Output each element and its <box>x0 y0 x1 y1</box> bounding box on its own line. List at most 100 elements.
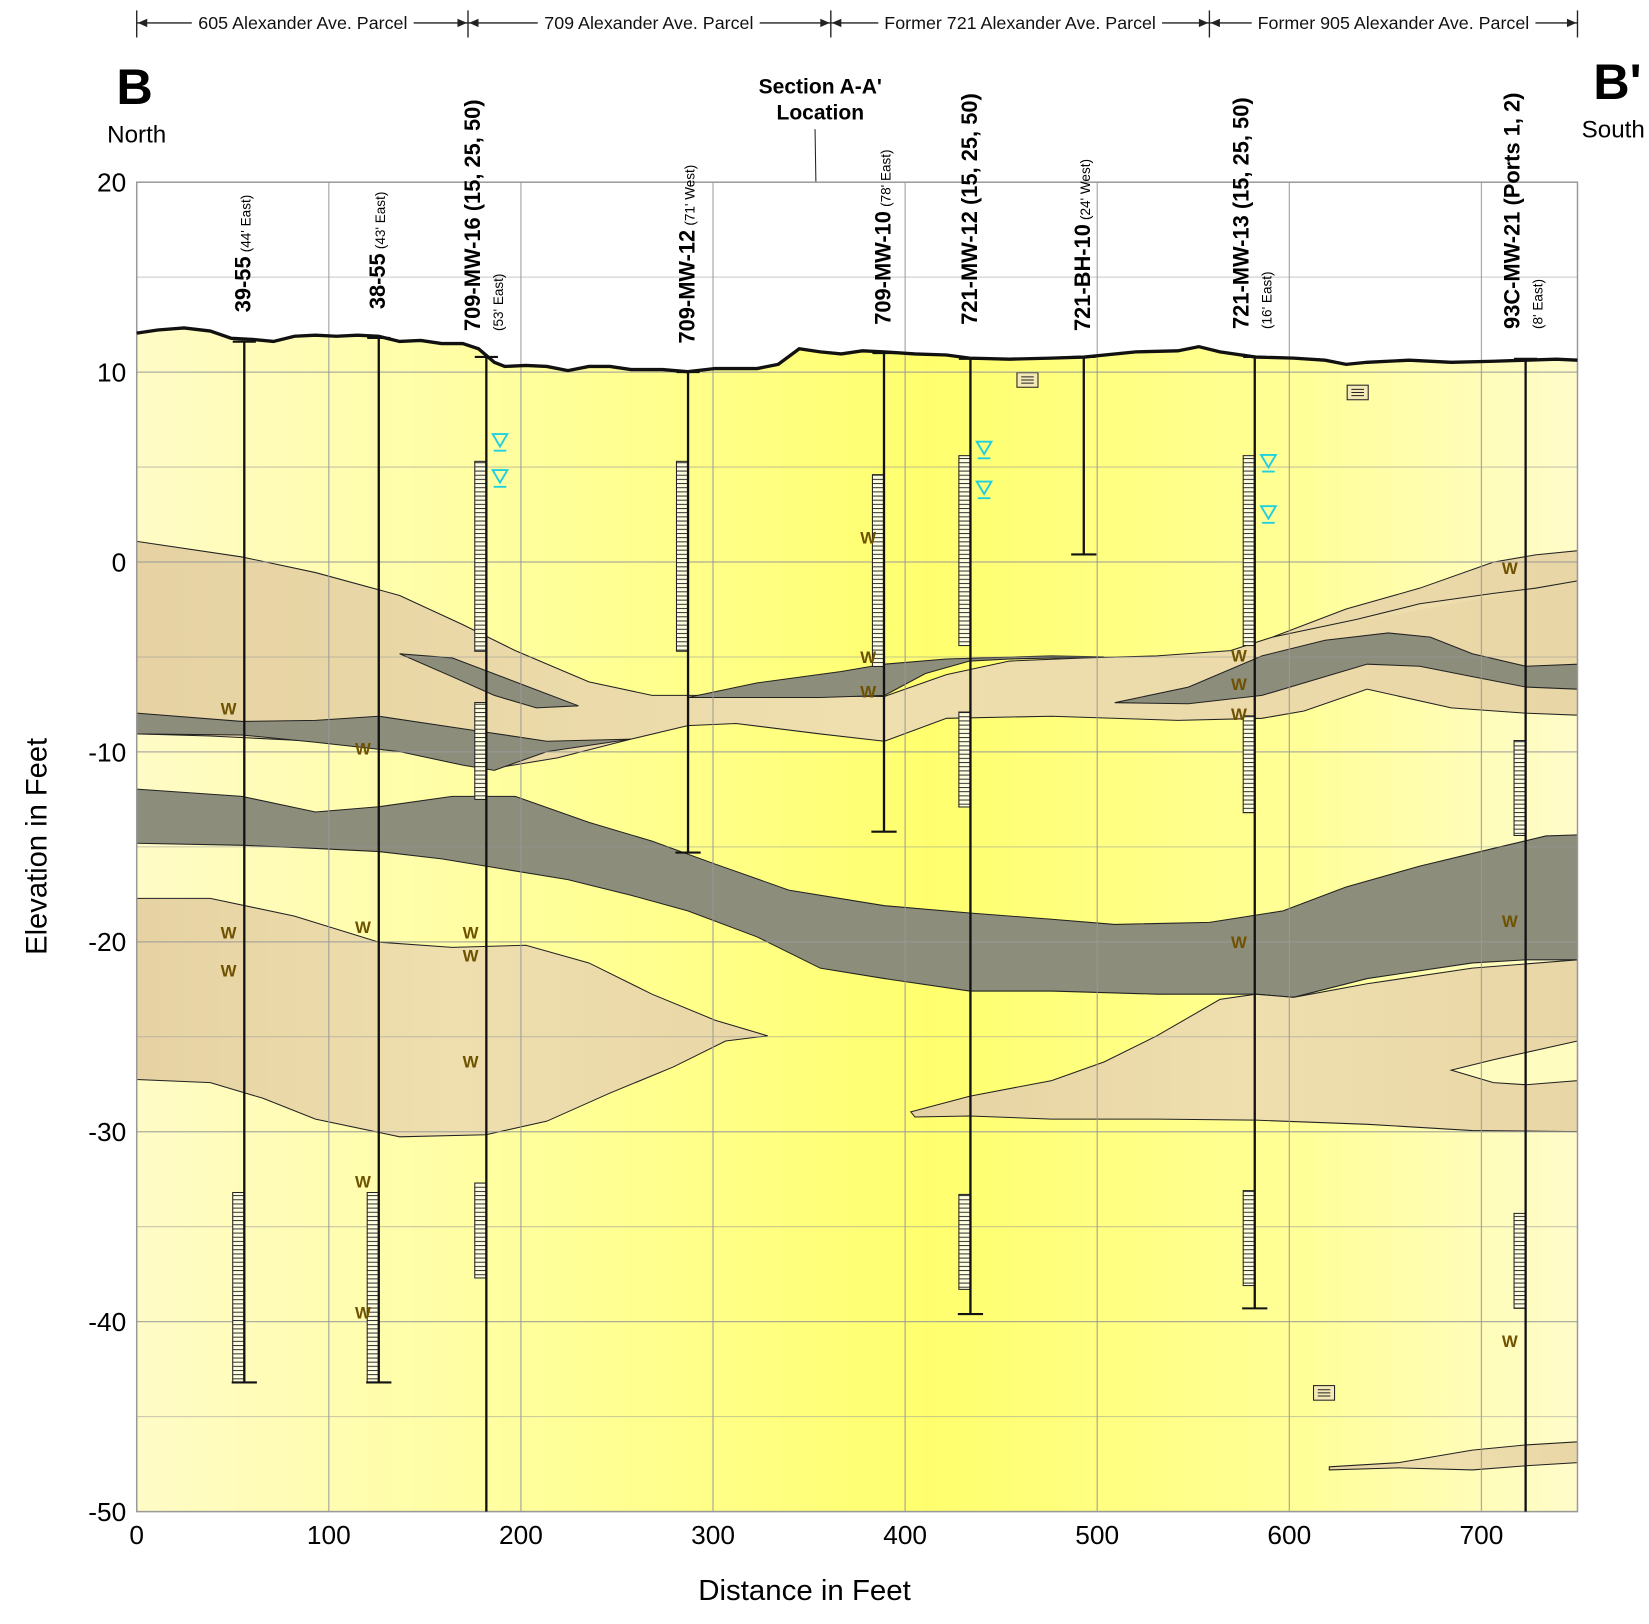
well-screen <box>958 711 971 808</box>
sample-marker: W <box>1502 559 1518 578</box>
well-name: 38-55 <box>365 253 390 309</box>
well-name: 709-MW-16 (15, 25, 50) <box>460 99 485 331</box>
sample-marker: W <box>463 924 479 943</box>
well-offset: (71' West) <box>682 165 697 226</box>
y-tick-label: -30 <box>88 1117 126 1147</box>
stratigraphy <box>136 540 1579 1471</box>
y-tick-label: -40 <box>88 1307 126 1337</box>
well-offset: (8' East) <box>1530 279 1545 329</box>
section-start: B <box>116 59 152 115</box>
well-label: 93C-MW-21 (Ports 1, 2) <box>1499 93 1524 329</box>
sample-marker: W <box>1502 1332 1518 1351</box>
well-name: 93C-MW-21 (Ports 1, 2) <box>1499 93 1524 329</box>
well-name: 39-55 <box>231 256 256 312</box>
sample-marker: W <box>355 1303 371 1322</box>
sample-marker: W <box>1231 646 1247 665</box>
well-name: 721-BH-10 <box>1070 224 1095 331</box>
sample-marker: W <box>1231 675 1247 694</box>
x-tick-label: 200 <box>499 1520 543 1550</box>
sample-marker: W <box>463 946 479 965</box>
clay-layer <box>687 655 1105 699</box>
well-offset: (43' East) <box>373 192 388 249</box>
sample-marker: W <box>860 682 876 701</box>
parcel-label: 709 Alexander Ave. Parcel <box>544 13 753 33</box>
well-label: 721-MW-13 (15, 25, 50) <box>1228 97 1253 329</box>
well-screen <box>1242 455 1256 647</box>
well-screen <box>675 460 689 652</box>
well-screen <box>871 474 885 667</box>
well-offset: (44' East) <box>239 195 254 252</box>
well-screen <box>474 702 487 800</box>
x-axis-label: Distance in Feet <box>698 1574 911 1607</box>
water-level <box>491 469 510 488</box>
x-tick-label: 600 <box>1267 1520 1311 1550</box>
parcel-arrows <box>137 18 1577 28</box>
x-tick-label: 100 <box>307 1520 351 1550</box>
symbols <box>1016 372 1369 1401</box>
well-label: 38-55 (43' East) <box>365 192 390 310</box>
well-label: 721-MW-12 (15, 25, 50) <box>957 93 982 325</box>
y-tick-label: 0 <box>112 547 127 577</box>
sample-marker: W <box>860 529 876 548</box>
arrowheads <box>137 18 1577 28</box>
silty-sand-layer <box>1272 580 1578 638</box>
sample-marker: W <box>221 924 237 943</box>
water-level <box>1259 453 1278 473</box>
well-offset: (16' East) <box>1260 272 1275 329</box>
section-end: B' <box>1593 54 1641 110</box>
water-level <box>975 440 994 460</box>
well-label: 709-MW-10 (78' East) <box>870 149 895 324</box>
well-name: 721-MW-13 (15, 25, 50) <box>1228 97 1253 329</box>
annotation: Section A-A' <box>759 76 882 99</box>
y-tick-label: 20 <box>97 168 126 198</box>
well-screen <box>366 1191 380 1383</box>
x-tick-label: 300 <box>691 1520 735 1550</box>
well: 721-MW-12 (15, 25, 50) <box>957 93 994 1316</box>
y-tick-label: -10 <box>88 737 126 767</box>
parcel-label: Former 905 Alexander Ave. Parcel <box>1258 13 1530 33</box>
sample-marker: W <box>860 648 876 667</box>
well-screen <box>232 1191 245 1383</box>
sample-marker: W <box>1502 912 1518 931</box>
parcel-label: Former 721 Alexander Ave. Parcel <box>884 13 1156 33</box>
sample-marker: W <box>355 739 371 758</box>
sample-marker: W <box>1231 705 1247 724</box>
direction-end: South <box>1582 117 1645 144</box>
x-tick-label: 400 <box>883 1520 927 1550</box>
well-screen <box>1513 740 1527 837</box>
clay-lens <box>399 653 579 709</box>
well-label: 709-MW-16 (15, 25, 50) <box>460 99 485 331</box>
parcel-header <box>136 10 1579 38</box>
well: 721-BH-10 (24' West) <box>1070 159 1097 556</box>
well-label: 709-MW-12 (71' West) <box>674 165 699 344</box>
well-name: 709-MW-12 <box>674 230 699 344</box>
ground-surface <box>136 326 1578 374</box>
water-level <box>491 433 510 452</box>
well-name: 709-MW-10 <box>870 211 895 325</box>
x-tick-label: 500 <box>1075 1520 1119 1550</box>
sample-marker: W <box>221 700 237 719</box>
well-screen <box>474 460 487 652</box>
well-label: 39-55 (44' East) <box>231 195 256 313</box>
well-screen <box>1242 1190 1256 1287</box>
well-offset: (53' East) <box>491 274 506 331</box>
well-screen <box>958 455 971 647</box>
well-label: 721-BH-10 (24' West) <box>1070 159 1095 331</box>
y-tick-label: 10 <box>97 358 126 388</box>
silty-sand-lens <box>136 897 768 1138</box>
sample-marker: W <box>463 1053 479 1072</box>
y-axis-label: Elevation in Feet <box>20 738 53 955</box>
well-offset: (78' East) <box>878 149 893 206</box>
sample-marker: W <box>1231 933 1247 952</box>
well: W W W W 38-55 (43' East) <box>355 192 392 1384</box>
well-screen <box>474 1182 487 1279</box>
plot-frame <box>135 181 1579 1513</box>
well-screen <box>1513 1212 1527 1309</box>
y-tick-label: -20 <box>88 927 126 957</box>
sample-marker: W <box>355 918 371 937</box>
water-level <box>1259 505 1278 524</box>
